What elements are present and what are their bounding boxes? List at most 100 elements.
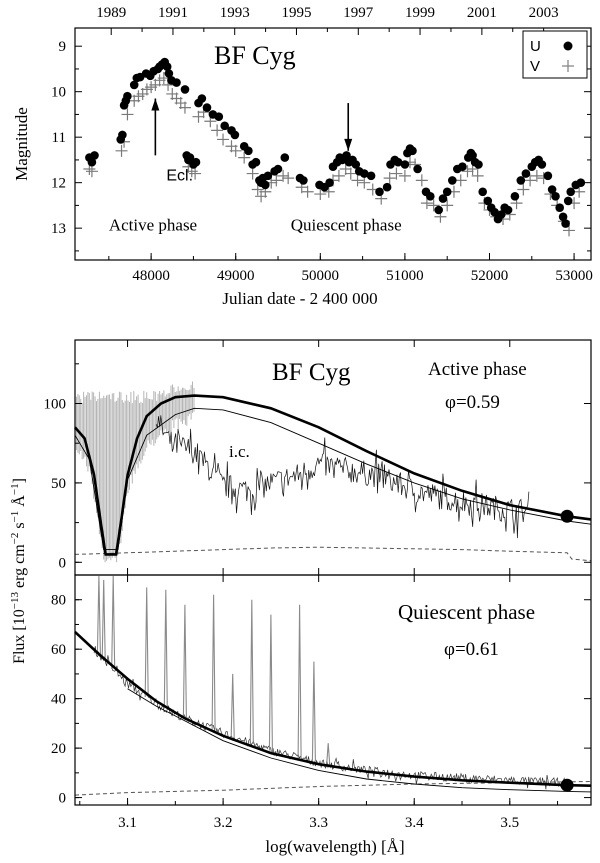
active-phase-panel: 0 50 100 BF Cyg Active phase φ=0.59 i.c. bbox=[44, 359, 592, 571]
v-point bbox=[121, 108, 134, 121]
v-point bbox=[246, 167, 259, 180]
lc-x-tick-label: 49000 bbox=[217, 268, 255, 284]
u-point bbox=[442, 187, 452, 197]
lc-x-tick-label: 50000 bbox=[302, 268, 340, 284]
u-point bbox=[521, 169, 531, 178]
u-point bbox=[413, 164, 422, 174]
lightcurve-y-label: Magnitude bbox=[12, 107, 31, 181]
spectrum-x-axis: 3.1 3.2 3.3 3.4 3.5 bbox=[79, 340, 559, 831]
u-point bbox=[230, 130, 240, 140]
u-point bbox=[408, 146, 417, 156]
lightcurve-x-axis: 48000 49000 50000 51000 52000 53000 bbox=[108, 253, 593, 284]
u-point bbox=[87, 157, 97, 167]
quiescent-phase-label: Quiescent phase bbox=[291, 215, 402, 234]
spectrum-y-tick-label: 0 bbox=[59, 791, 67, 807]
legend-v-marker bbox=[562, 60, 574, 72]
u-point bbox=[543, 171, 553, 181]
v-point bbox=[383, 172, 396, 185]
spectrum-y-tick-label: 50 bbox=[51, 476, 66, 492]
lc-x-tick-label: 52000 bbox=[471, 268, 509, 284]
emission-line bbox=[111, 575, 116, 670]
u-point bbox=[375, 187, 384, 197]
u-point bbox=[123, 91, 132, 101]
u-point bbox=[366, 171, 376, 181]
u-point bbox=[555, 203, 564, 212]
active-phase-label: Active phase bbox=[109, 215, 197, 234]
quiescent-phase-panel: 0 20 40 60 80 Quiescent phase φ=0.61 bbox=[51, 575, 592, 807]
spectrum-figure: 0 50 100 BF Cyg Active phase φ=0.59 i.c. 0… bbox=[9, 339, 592, 856]
u-point bbox=[561, 219, 570, 228]
v-point bbox=[427, 199, 440, 212]
lightcurve-title: BF Cyg bbox=[214, 41, 296, 70]
v-point bbox=[282, 172, 295, 185]
u-point bbox=[325, 178, 334, 187]
quiescent-thin-model bbox=[127, 688, 592, 793]
u-point bbox=[547, 185, 557, 194]
ic-annotation: i.c. bbox=[229, 442, 250, 461]
lc-y-tick-label: 9 bbox=[59, 39, 67, 55]
v-point bbox=[398, 169, 411, 182]
u-point bbox=[448, 176, 457, 185]
arrow-head bbox=[151, 98, 160, 111]
lc-top-tick-label: 1993 bbox=[220, 5, 250, 21]
lc-top-tick-label: 2003 bbox=[529, 5, 559, 21]
u-point bbox=[382, 182, 392, 192]
v-point bbox=[217, 133, 230, 146]
lightcurve-panel: 1989 1991 1993 1995 1997 1999 2001 2003 48000 49… bbox=[12, 5, 593, 308]
v-point bbox=[229, 144, 242, 157]
emission-line bbox=[311, 661, 316, 762]
u-point bbox=[129, 80, 139, 90]
spectrum-y-tick-label: 100 bbox=[44, 397, 67, 413]
active-y-axis: 0 50 100 bbox=[44, 363, 591, 571]
u-point bbox=[478, 187, 488, 197]
lightcurve-frame bbox=[74, 27, 592, 261]
v-point bbox=[85, 165, 98, 178]
u-point bbox=[172, 78, 181, 87]
v-point bbox=[351, 174, 364, 187]
lc-top-tick-label: 1999 bbox=[405, 5, 435, 21]
lc-y-tick-label: 11 bbox=[52, 130, 66, 146]
v-point bbox=[524, 174, 537, 187]
u-point bbox=[566, 187, 575, 197]
lc-top-tick-label: 2001 bbox=[467, 5, 497, 21]
u-point bbox=[497, 210, 506, 219]
u-point bbox=[351, 160, 361, 169]
v-point bbox=[441, 199, 454, 212]
emission-line bbox=[144, 587, 149, 698]
legend-u-label: U bbox=[530, 38, 541, 55]
spectrum-y-tick-label: 20 bbox=[51, 741, 66, 757]
u-point bbox=[261, 180, 270, 190]
u-point bbox=[164, 69, 174, 78]
legend-v-label: V bbox=[530, 58, 540, 75]
lc-x-tick-label: 51000 bbox=[386, 268, 424, 284]
lc-top-tick-label: 1989 bbox=[96, 5, 126, 21]
u-point bbox=[220, 121, 229, 131]
v-point bbox=[270, 174, 283, 187]
legend-box bbox=[522, 30, 588, 79]
v-point bbox=[115, 144, 128, 157]
active-dashed-model bbox=[74, 546, 592, 562]
u-point bbox=[273, 164, 283, 174]
u-point bbox=[393, 157, 403, 167]
emission-line bbox=[249, 599, 254, 744]
spectrum-x-tick-label: 3.3 bbox=[309, 815, 328, 831]
u-point bbox=[490, 207, 499, 217]
v-point bbox=[471, 169, 484, 182]
emission-line bbox=[101, 579, 106, 660]
lc-top-tick-label: 1991 bbox=[158, 5, 188, 21]
u-point bbox=[251, 157, 261, 167]
quiescent-phase-title: Quiescent phase bbox=[398, 600, 535, 624]
emission-line bbox=[163, 589, 168, 709]
u-point bbox=[483, 196, 493, 206]
u-point bbox=[516, 176, 526, 185]
quiescent-photometric-point bbox=[560, 778, 574, 792]
u-point bbox=[474, 160, 483, 169]
emission-line bbox=[211, 594, 216, 730]
active-phase-title: Active phase bbox=[428, 359, 527, 380]
lc-x-tick-label: 48000 bbox=[132, 268, 170, 284]
emission-line bbox=[182, 604, 187, 719]
spectrum-y-tick-label: 0 bbox=[59, 555, 67, 571]
v-point bbox=[301, 185, 314, 198]
lightcurve-v-series bbox=[83, 72, 586, 237]
